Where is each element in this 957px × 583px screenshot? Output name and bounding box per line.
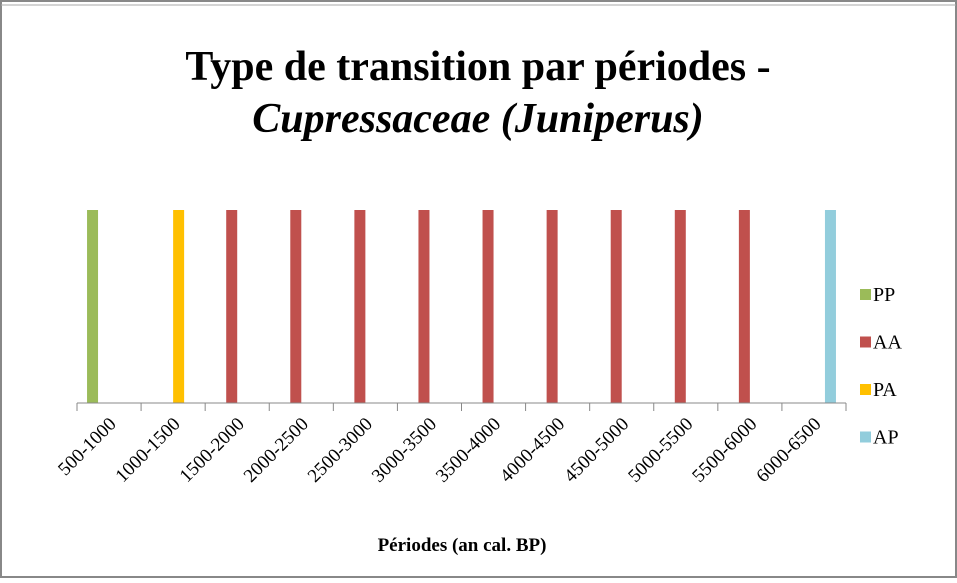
bar bbox=[482, 210, 494, 403]
x-axis-label: Périodes (an cal. BP) bbox=[378, 535, 547, 556]
legend-swatch bbox=[860, 336, 871, 348]
chart-subtitle: Cupressaceae (Juniperus) bbox=[252, 96, 704, 142]
chart-title: Type de transition par périodes - bbox=[185, 44, 770, 90]
bar bbox=[226, 210, 238, 403]
bar bbox=[674, 210, 686, 403]
legend-swatch bbox=[860, 289, 871, 300]
legend-swatch bbox=[860, 384, 871, 395]
bar bbox=[738, 210, 750, 403]
bar bbox=[610, 210, 622, 403]
bar bbox=[87, 210, 99, 403]
bar bbox=[824, 210, 836, 403]
legend-label: PP bbox=[873, 284, 895, 306]
legend-swatch bbox=[860, 431, 871, 443]
bar bbox=[546, 210, 558, 403]
legend-label: PA bbox=[873, 379, 897, 401]
bar bbox=[290, 210, 302, 403]
bar bbox=[354, 210, 366, 403]
bar bbox=[173, 210, 185, 403]
legend-label: AA bbox=[873, 332, 902, 354]
legend-label: AP bbox=[873, 427, 899, 449]
bar bbox=[418, 210, 430, 403]
